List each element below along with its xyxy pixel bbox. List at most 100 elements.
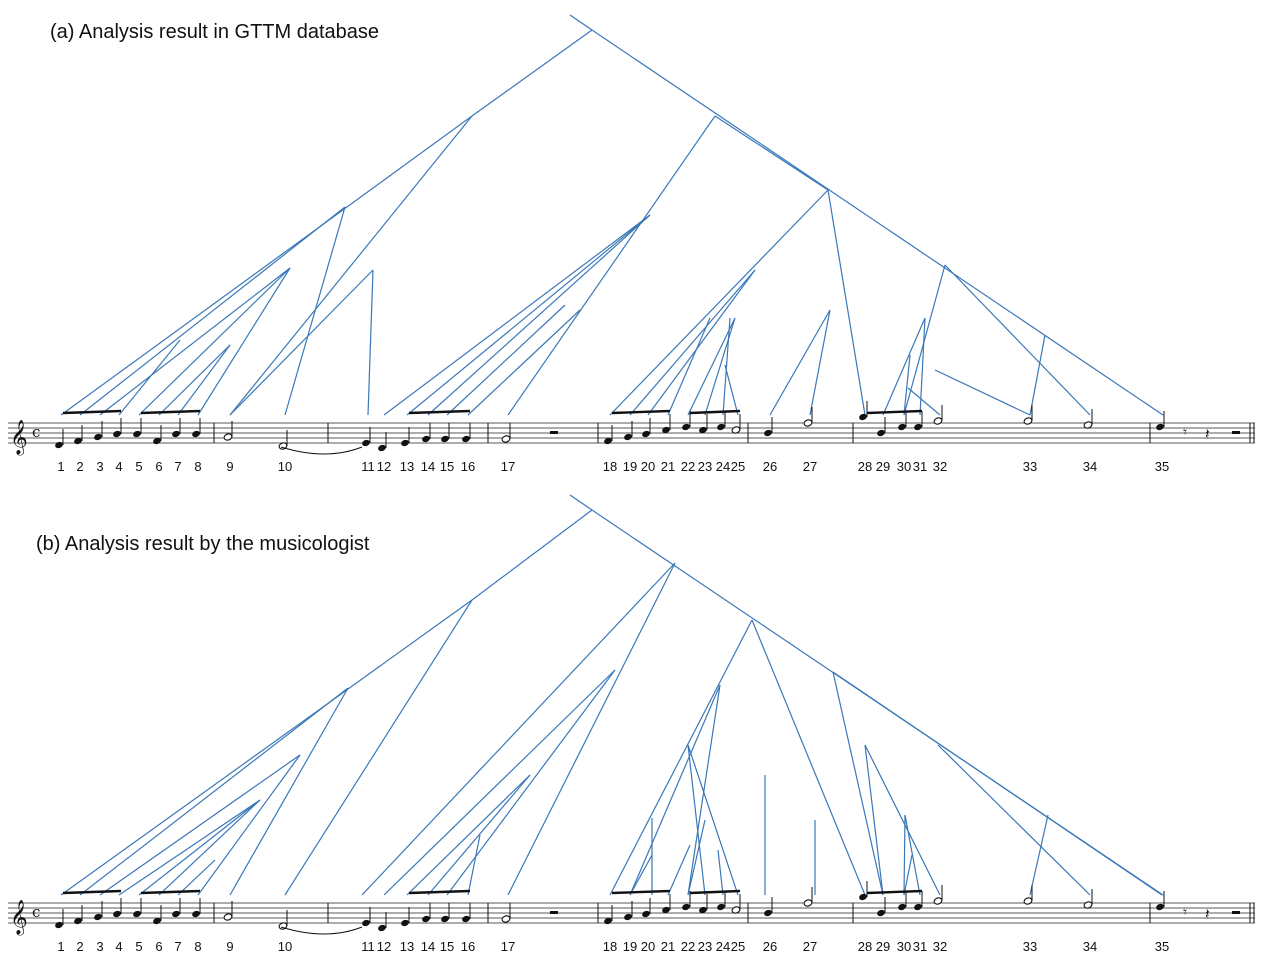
note-number: 22 [681,459,695,474]
tree-branch [751,619,866,896]
note-number: 34 [1083,939,1097,954]
note-number: 26 [763,459,777,474]
note-number: 11 [361,459,375,474]
note-number: 6 [155,459,162,474]
note-number: 23 [698,939,712,954]
note-head [914,903,922,911]
note-number: 4 [115,459,122,474]
tree-branch [197,267,291,416]
tree-branch [158,344,231,416]
tree-branch [629,684,721,896]
note-beam [140,889,201,895]
note-head [172,430,180,438]
tree-branch [687,744,739,896]
tree-branch [229,115,473,416]
tree-branch [138,267,291,416]
note-number: 31 [913,939,927,954]
tree-branch [383,214,651,416]
note-head [192,430,200,438]
tree-branch [907,387,941,416]
tree-branch [827,189,866,416]
tree-branch [864,744,941,896]
note-number: 29 [876,459,890,474]
tree-branch [229,269,374,416]
note-number: 9 [226,459,233,474]
note-number: 35 [1155,459,1169,474]
note-head [55,921,63,929]
tree-branch [704,317,736,416]
tree-branch [197,754,301,896]
note-head [933,417,943,425]
note-number: 25 [731,939,745,954]
time-span-tree-b [60,494,1164,896]
note-head [74,437,82,445]
tree-branch [629,854,653,896]
note-head [717,423,725,431]
note-number: 29 [876,939,890,954]
note-head [223,913,233,921]
tree-branch [427,774,531,896]
note-number: 20 [641,939,655,954]
note-number: 13 [400,459,414,474]
time-span-tree-a [60,14,1164,416]
panel-a: (a) Analysis result in GTTM database 𝄞 c 𝄾… [8,14,1255,474]
note-head [378,444,386,452]
tree-branch [446,669,616,896]
tree-branch [177,859,216,896]
tree-branch [944,264,1091,416]
note-head [172,910,180,918]
tree-branch [406,774,531,896]
tree-branch [687,317,736,416]
tree-branch [903,264,946,416]
note-number: 5 [135,939,142,954]
note-head [859,413,867,421]
note-number: 8 [194,459,201,474]
tree-branch [864,744,884,896]
tree-branch [1029,334,1046,416]
note-number: 17 [501,939,515,954]
tree-branch [361,562,676,896]
tree-branch [177,344,231,416]
eighth-rest: 𝄾 [1183,903,1187,921]
note-number: 16 [461,939,475,954]
tree-branch [284,206,346,416]
tree-branch [158,799,261,896]
tree-branch [427,214,651,416]
note-beam [689,409,741,415]
note-number: 28 [858,939,872,954]
note-head [133,910,141,918]
note-head [94,433,102,441]
note-number: 27 [803,939,817,954]
tree-branch [507,562,676,896]
note-number: 3 [96,939,103,954]
half-rest [550,431,558,434]
note-head [933,897,943,905]
note-number: 21 [661,939,675,954]
note-head [642,910,650,918]
note-head [1023,897,1033,905]
tree-branch [118,799,261,896]
note-number: 33 [1023,939,1037,954]
eighth-rest: 𝄾 [1183,423,1187,441]
note-head [153,437,161,445]
note-number: 18 [603,939,617,954]
note-head [133,430,141,438]
note-beam [866,409,923,415]
note-head [401,919,409,927]
quarter-rest: 𝄽 [1205,425,1210,443]
note-number: 24 [716,939,730,954]
note-number: 14 [421,939,435,954]
note-beam [611,889,671,895]
note-head [682,423,690,431]
quarter-rest: 𝄽 [1205,905,1210,923]
time-signature: c [32,903,40,921]
half-rest [1232,431,1240,434]
tree-branch [406,214,651,416]
note-number: 32 [933,459,947,474]
tree-branch [629,269,756,416]
tree-branch [882,317,926,416]
tree-branch [687,819,706,896]
tree-branch [934,369,1031,416]
note-head [462,435,470,443]
